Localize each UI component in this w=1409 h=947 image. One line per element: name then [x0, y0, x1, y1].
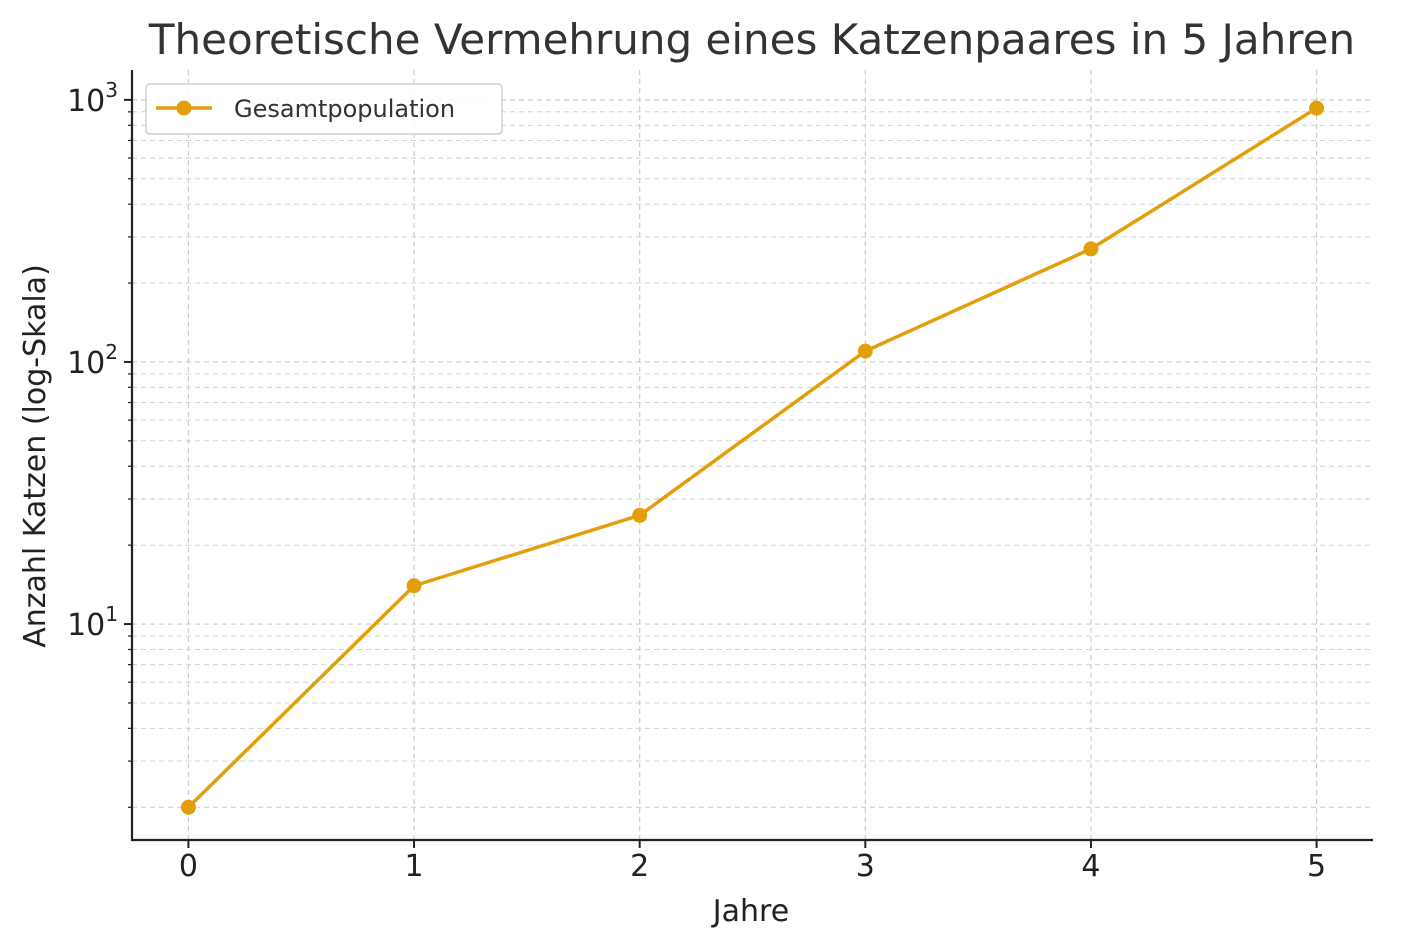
legend-box — [145, 83, 503, 135]
data-point — [857, 343, 873, 359]
x-tick-label: 3 — [856, 849, 875, 884]
x-tick-label: 2 — [630, 849, 649, 884]
legend-marker — [176, 100, 192, 116]
legend: Gesamtpopulation — [145, 83, 503, 135]
tick-labels: 0 1 2 3 4 5 101 102 103 — [67, 78, 1326, 884]
y-tick-label: 103 — [67, 78, 118, 119]
series-line — [187, 106, 1318, 809]
y-axis-label: Anzahl Katzen (log-Skala) — [18, 264, 53, 648]
x-axis-label: Jahre — [711, 894, 789, 929]
x-tick-label: 5 — [1307, 849, 1326, 884]
x-tick-label: 1 — [404, 849, 423, 884]
data-point — [632, 507, 648, 523]
x-tick-label: 4 — [1081, 849, 1100, 884]
y-tick-label: 101 — [67, 602, 118, 643]
chart-title: Theoretische Vermehrung eines Katzenpaar… — [148, 15, 1355, 64]
data-point — [1309, 100, 1325, 116]
grid-lines — [132, 70, 1373, 840]
data-point — [1083, 241, 1099, 257]
data-point — [406, 578, 422, 594]
y-tick-label: 102 — [67, 340, 118, 381]
x-tick-label: 0 — [179, 849, 198, 884]
axes — [124, 70, 1373, 848]
series-layer — [180, 100, 1325, 815]
legend-label: Gesamtpopulation — [234, 95, 455, 123]
data-point — [180, 799, 196, 815]
